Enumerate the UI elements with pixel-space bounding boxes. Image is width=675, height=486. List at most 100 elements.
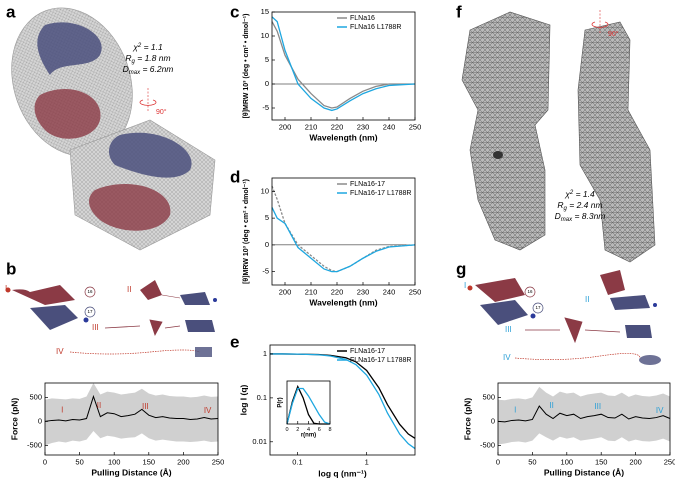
x-tick-label: 100 xyxy=(561,457,574,466)
x-axis-label: log q (nm⁻¹) xyxy=(318,468,367,478)
state-label: I xyxy=(464,281,466,290)
x-tick-label: 230 xyxy=(357,122,370,131)
state-annotation: II xyxy=(97,401,101,410)
plot-background xyxy=(272,178,415,285)
stat-base: χ xyxy=(132,42,138,52)
y-axis-label: [θ]MRW 10³ (deg • cm² • dmol⁻¹) xyxy=(243,179,250,284)
legend-label: FLNa16 xyxy=(350,15,375,22)
stat-value: = 2.4 nm xyxy=(567,200,603,210)
panel-label: c xyxy=(230,2,239,21)
stat: χ2 = 1.4 xyxy=(564,189,595,199)
plot-frame xyxy=(497,382,671,456)
x-tick-label: 0 xyxy=(496,457,500,466)
domain-label: 16 xyxy=(527,289,533,294)
x-tick-label: 240 xyxy=(383,287,396,296)
state-label: II xyxy=(585,295,589,304)
stat: Rg = 2.4 nm xyxy=(557,200,602,211)
force-range-band xyxy=(498,386,670,445)
panel-label: a xyxy=(6,2,16,21)
legend-label: FLNa16 L1788R xyxy=(350,24,401,31)
x-tick-label: 2 xyxy=(296,427,299,433)
y-tick-label: -5 xyxy=(262,103,269,112)
x-tick-label: 150 xyxy=(595,457,608,466)
legend-label: FLNa16-17 xyxy=(350,181,385,188)
series-line xyxy=(497,405,671,423)
state-annotation: III xyxy=(142,402,149,411)
x-tick-label: 150 xyxy=(143,457,156,466)
stat-value: = 1.1 xyxy=(141,42,163,52)
x-tick-label: 50 xyxy=(75,457,83,466)
pulling-cartoons-g: I II III IV 16 17 xyxy=(464,270,661,365)
stat-mark: 2 xyxy=(137,43,142,49)
x-tick-label: 250 xyxy=(409,287,422,296)
x-axis-label: Pulling Distance (Å) xyxy=(544,467,624,477)
legend-label: FLNa16-17 L1788R xyxy=(350,357,412,364)
x-tick-label: 50 xyxy=(528,457,536,466)
panel-label: e xyxy=(230,332,239,351)
state-label: I xyxy=(5,284,7,293)
series-line xyxy=(270,353,416,450)
panel-label: d xyxy=(230,167,240,186)
stat-mark: max xyxy=(129,70,141,76)
x-axis-label: r(nm) xyxy=(301,433,316,439)
y-axis-label: log I (q) xyxy=(238,384,248,415)
stat-mark: max xyxy=(561,217,573,223)
state-annotation: IV xyxy=(204,406,212,415)
y-axis-label: Force (pN) xyxy=(9,398,19,441)
y-tick-label: 0.1 xyxy=(257,393,267,402)
stat-mark: g xyxy=(132,59,136,65)
y-tick-label: 10 xyxy=(261,31,269,40)
state-label: III xyxy=(505,325,512,334)
y-tick-label: 0 xyxy=(38,416,42,425)
stat-mark: g xyxy=(564,206,568,212)
panel-label: f xyxy=(456,2,462,21)
envelope-render-a: 90° χ2 = 1.1 Rg = 1.8 nm Dmax = 6.2nm xyxy=(11,7,216,251)
state-annotation: I xyxy=(514,405,516,414)
y-tick-label: 0.01 xyxy=(252,437,267,446)
state-annotation: I xyxy=(61,405,63,414)
series-line xyxy=(271,185,416,273)
x-axis-label: Pulling Distance (Å) xyxy=(91,467,171,477)
y-tick-label: -500 xyxy=(27,440,42,449)
y-tick-label: -500 xyxy=(480,440,495,449)
series-line xyxy=(44,394,219,422)
x-tick-label: 1 xyxy=(365,457,369,466)
y-tick-label: -5 xyxy=(262,267,269,276)
y-tick-label: 1 xyxy=(263,349,267,358)
stat-base: R xyxy=(557,200,563,210)
stat-base: D xyxy=(123,64,129,74)
y-tick-label: 5 xyxy=(265,213,269,222)
state-label: II xyxy=(127,285,131,294)
state-annotation: III xyxy=(594,402,601,411)
state-label: IV xyxy=(503,353,511,362)
series-line xyxy=(286,387,331,425)
y-tick-label: 0 xyxy=(491,416,495,425)
x-axis-label: Wavelength (nm) xyxy=(309,132,377,142)
x-tick-label: 100 xyxy=(108,457,121,466)
x-tick-label: 240 xyxy=(383,122,396,131)
legend-label: FLNa16-17 L1788R xyxy=(350,190,412,197)
state-label: III xyxy=(92,323,99,332)
stat-value: = 1.4 xyxy=(573,189,595,199)
stat: Dmax = 6.2nm xyxy=(123,64,174,75)
stat: Rg = 1.8 nm xyxy=(125,53,170,64)
series-line xyxy=(271,21,415,109)
stat-base: D xyxy=(555,211,561,221)
force-range-band xyxy=(45,383,218,446)
y-tick-label: 500 xyxy=(482,392,495,401)
x-tick-label: 6 xyxy=(318,427,321,433)
y-tick-label: 0 xyxy=(265,79,269,88)
x-tick-label: 200 xyxy=(629,457,642,466)
plot-frame xyxy=(271,177,416,286)
stat-value: = 8.3nm xyxy=(572,211,605,221)
rotation-label: 90° xyxy=(608,30,619,38)
stat: χ2 = 1.1 xyxy=(132,42,163,52)
panel-label: b xyxy=(6,259,16,278)
domain-label: 17 xyxy=(87,309,93,314)
y-tick-label: 0 xyxy=(265,240,269,249)
y-tick-label: 10 xyxy=(261,186,269,195)
panel-label: g xyxy=(456,259,466,278)
envelope-render-f: 90° χ2 = 1.4 Rg = 2.4 nm Dmax = 8.3nm xyxy=(461,10,656,263)
x-tick-label: 250 xyxy=(212,457,225,466)
